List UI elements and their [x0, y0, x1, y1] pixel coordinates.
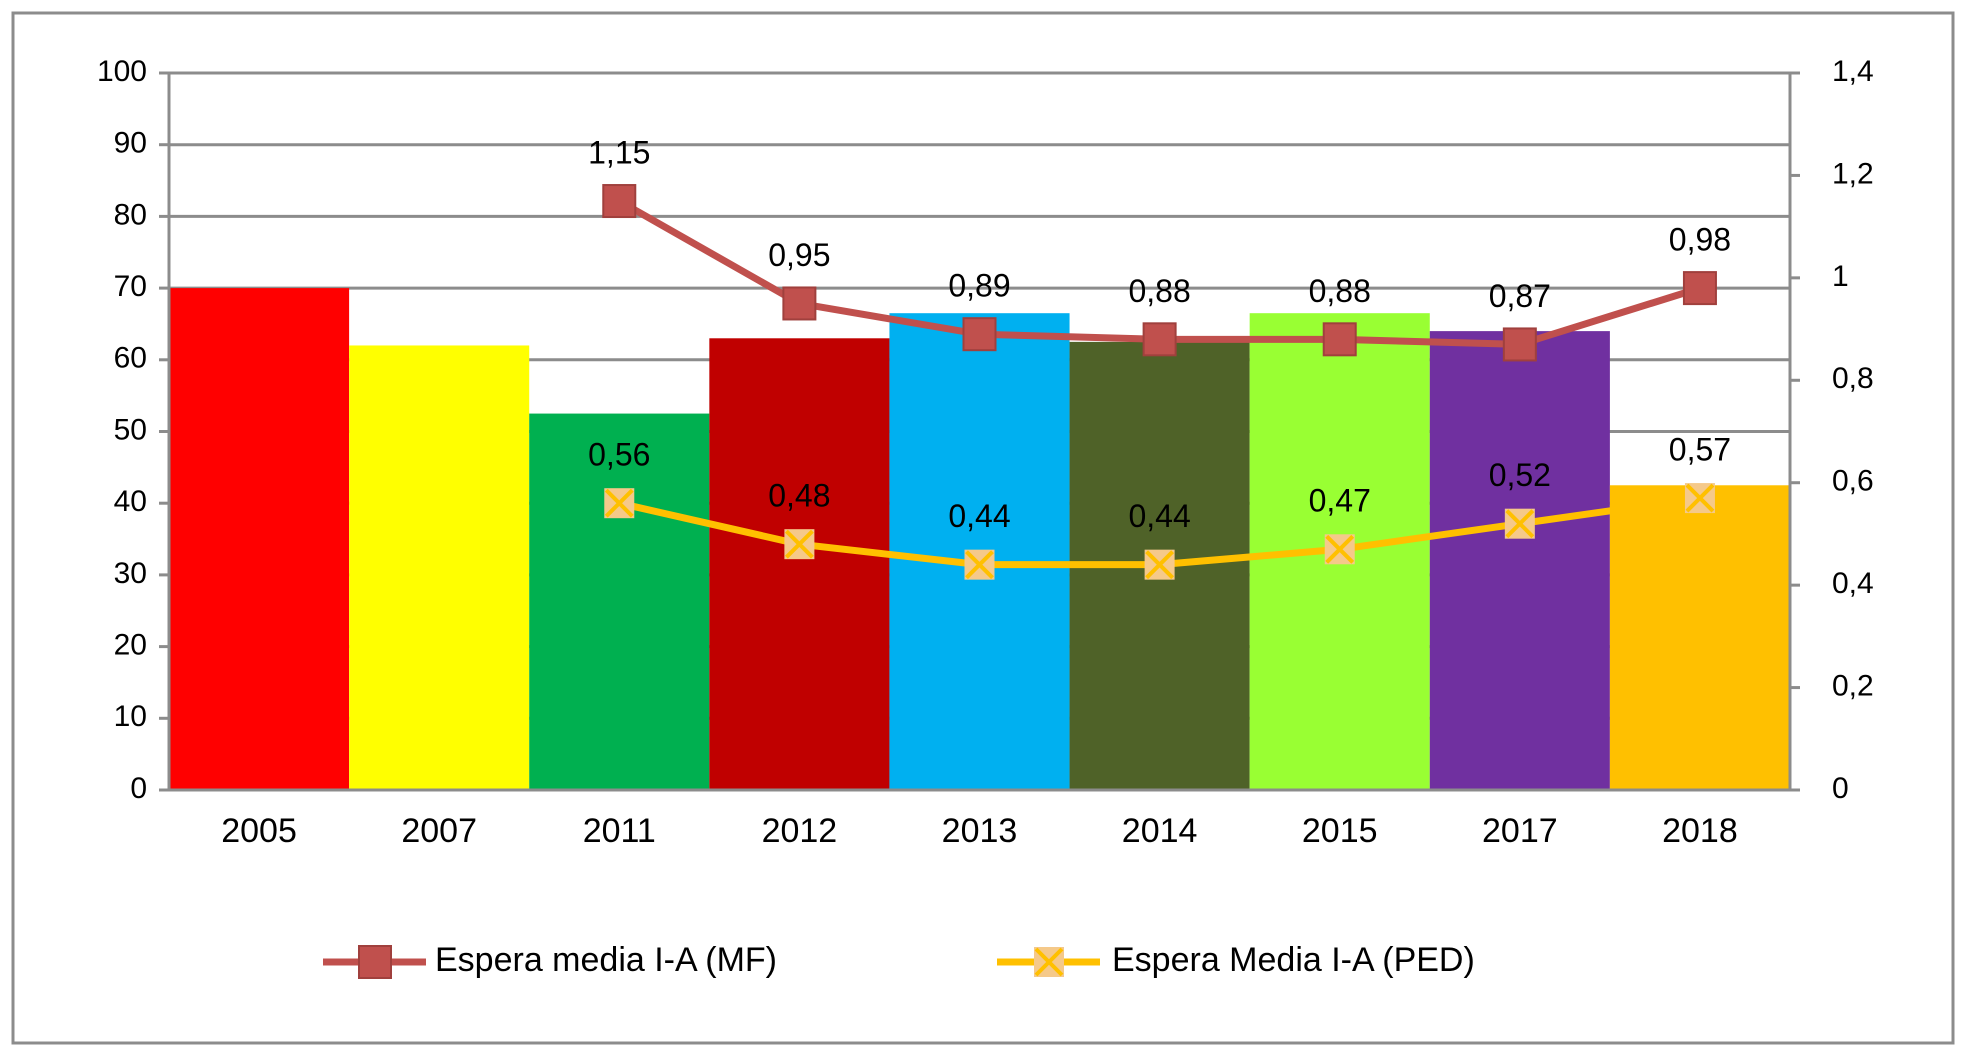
y-tick-label: 90: [114, 127, 147, 160]
y2-tick-label: 0: [1832, 772, 1849, 805]
y2-tick-label: 1: [1832, 260, 1849, 293]
legend-label: Espera Media I-A (PED): [1112, 941, 1475, 979]
y-tick-label: 30: [114, 557, 147, 590]
x-tick-label: 2005: [221, 812, 297, 850]
y-tick-label: 10: [114, 700, 147, 733]
data-label: 0,57: [1669, 432, 1731, 468]
data-label: 0,88: [1128, 273, 1190, 309]
data-label: 0,88: [1309, 273, 1371, 309]
line-marker: [1142, 322, 1177, 357]
line-marker: [1684, 483, 1715, 514]
marker-cross: [1325, 534, 1355, 564]
bar: [709, 338, 890, 790]
marker-cross: [1505, 509, 1535, 539]
data-label: 0,44: [1128, 498, 1190, 534]
line-marker: [1502, 327, 1537, 362]
bar: [349, 345, 530, 790]
y2-tick-label: 1,2: [1832, 157, 1874, 190]
line-marker: [1682, 271, 1717, 306]
x-tick-label: 2012: [762, 812, 838, 850]
marker-cross: [604, 488, 634, 518]
line-marker: [604, 488, 635, 519]
data-label: 0,44: [948, 498, 1010, 534]
y-tick-label: 80: [114, 198, 147, 231]
data-label: 0,56: [588, 437, 650, 473]
bar: [1609, 485, 1790, 790]
y-tick-label: 60: [114, 342, 147, 375]
x-tick-label: 2018: [1662, 812, 1738, 850]
marker-cross: [1034, 947, 1064, 977]
bar: [529, 413, 710, 790]
bar: [169, 288, 350, 790]
y2-tick-label: 0,8: [1832, 362, 1874, 395]
data-label: 0,47: [1309, 483, 1371, 519]
line-marker: [1144, 549, 1175, 580]
line-marker: [964, 549, 995, 580]
line-marker: [782, 286, 817, 321]
line-marker: [1504, 508, 1535, 539]
marker-cross: [784, 529, 814, 559]
markers: [602, 184, 1717, 362]
x-tick-label: 2011: [583, 812, 656, 850]
y-tick-label: 100: [97, 55, 147, 88]
x-tick-label: 2013: [942, 812, 1018, 850]
legend-marker: [358, 945, 392, 979]
marker-cross: [1145, 550, 1175, 580]
data-label: 0,95: [768, 237, 830, 273]
x-tick-label: 2007: [401, 812, 477, 850]
data-label: 0,87: [1489, 278, 1551, 314]
y2-tick-label: 0,4: [1832, 567, 1874, 600]
line-marker: [784, 529, 815, 560]
legend-marker: [1034, 947, 1064, 977]
data-label: 0,89: [948, 268, 1010, 304]
markers: [604, 483, 1715, 580]
y-tick-label: 20: [114, 629, 147, 662]
y-tick-label: 40: [114, 485, 147, 518]
y-tick-label: 0: [130, 772, 147, 805]
data-label: 0,52: [1489, 457, 1551, 493]
line-marker: [1322, 322, 1357, 357]
x-tick-label: 2017: [1482, 812, 1558, 850]
y2-tick-label: 0,2: [1832, 669, 1874, 702]
data-label: 1,15: [588, 134, 650, 170]
x-tick-label: 2015: [1302, 812, 1378, 850]
x-tick-label: 2014: [1122, 812, 1198, 850]
data-label: 0,98: [1669, 222, 1731, 258]
y-tick-label: 50: [114, 413, 147, 446]
bar: [1429, 331, 1610, 790]
marker-cross: [1685, 483, 1715, 513]
y-tick-label: 70: [114, 270, 147, 303]
line-marker: [962, 317, 997, 352]
line-marker: [1324, 534, 1355, 565]
legend-label: Espera media I-A (MF): [435, 941, 777, 979]
y2-tick-label: 1,4: [1832, 55, 1874, 88]
bars: [169, 288, 1790, 790]
y2-tick-label: 0,6: [1832, 465, 1874, 498]
data-label: 0,48: [768, 478, 830, 514]
line-marker: [602, 184, 637, 219]
marker-cross: [965, 550, 994, 580]
